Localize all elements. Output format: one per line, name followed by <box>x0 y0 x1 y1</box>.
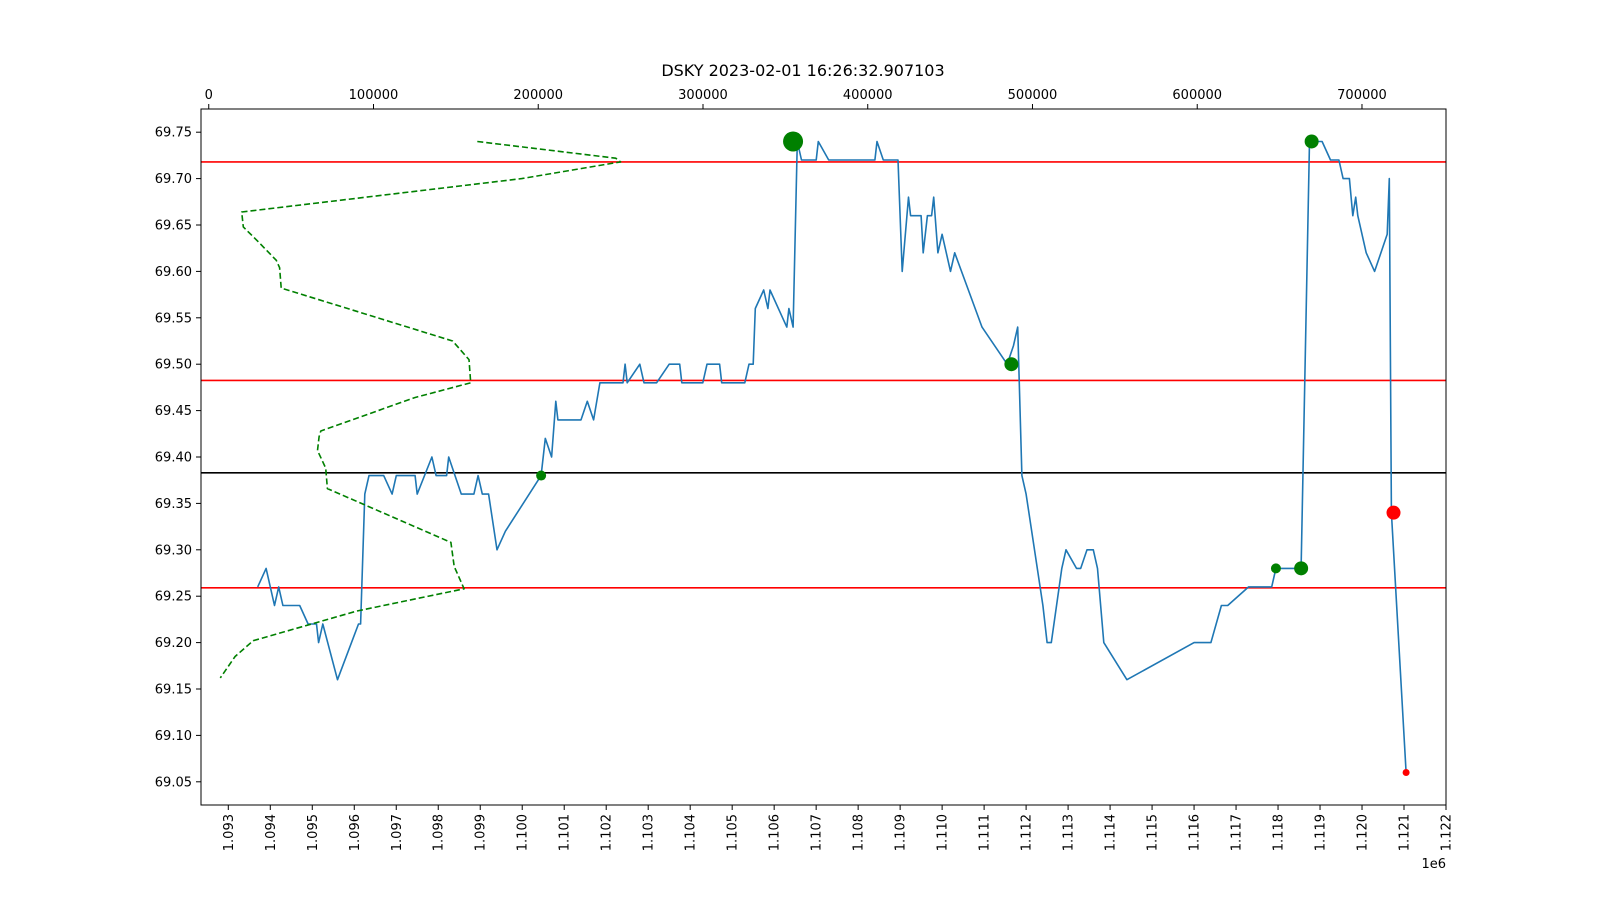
y-tick-label: 69.50 <box>155 358 192 373</box>
top-x-tick-label: 300000 <box>678 88 728 103</box>
y-tick-label: 69.05 <box>155 775 192 790</box>
buy-marker-5 <box>1294 561 1309 576</box>
x-tick-label: 1.110 <box>936 814 951 851</box>
x-tick-label: 1.115 <box>1146 814 1161 851</box>
x-tick-label: 1.120 <box>1356 814 1371 851</box>
sell-marker-8 <box>1402 769 1410 777</box>
x-tick-label: 1.121 <box>1398 814 1413 851</box>
x-tick-label: 1.094 <box>264 814 279 851</box>
chart-title: DSKY 2023-02-01 16:26:32.907103 <box>661 61 944 80</box>
x-tick-label: 1.101 <box>558 814 573 851</box>
y-tick-label: 69.45 <box>155 404 192 419</box>
x-tick-label: 1.105 <box>726 814 741 851</box>
y-tick-label: 69.60 <box>155 265 192 280</box>
top-x-tick-label: 200000 <box>513 88 563 103</box>
x-tick-label: 1.108 <box>852 814 867 851</box>
buy-marker-4 <box>1270 563 1281 574</box>
y-axis: 69.05 69.10 69.15 69.20 69.25 69.30 69.35 69.40… <box>155 126 201 790</box>
buy-marker-1 <box>536 470 547 481</box>
y-tick-label: 69.55 <box>155 311 192 326</box>
plot-frame <box>200 108 1447 806</box>
top-x-tick-label: 500000 <box>1008 88 1058 103</box>
x-tick-label: 1.096 <box>348 814 363 851</box>
x-tick-label: 1.112 <box>1020 814 1035 851</box>
x-tick-label: 1.114 <box>1104 814 1119 851</box>
x-tick-label: 1.097 <box>390 814 405 851</box>
top-x-axis: 0 100000 200000 300000 400000 500000 600000 700… <box>205 88 1387 109</box>
price-line <box>256 140 1407 773</box>
top-x-tick-label: 0 <box>205 88 213 103</box>
buy-marker-6 <box>1304 134 1319 149</box>
y-tick-label: 69.75 <box>155 126 192 141</box>
bottom-x-axis: 1.093 1.094 1.095 1.096 1.097 1.098 1.099 1.100… <box>222 805 1455 851</box>
y-tick-label: 69.20 <box>155 636 192 651</box>
x-tick-label: 1.102 <box>600 814 615 851</box>
y-tick-label: 69.65 <box>155 219 192 234</box>
y-tick-label: 69.40 <box>155 451 192 466</box>
x-tick-label: 1.109 <box>894 814 909 851</box>
sell-marker-7 <box>1386 505 1401 520</box>
top-x-tick-label: 100000 <box>349 88 399 103</box>
x-offset-label: 1e6 <box>1421 857 1446 872</box>
top-x-tick-label: 700000 <box>1337 88 1387 103</box>
x-tick-label: 1.118 <box>1272 814 1287 851</box>
x-tick-label: 1.111 <box>978 814 993 851</box>
x-tick-label: 1.122 <box>1440 814 1455 851</box>
y-tick-label: 69.10 <box>155 729 192 744</box>
x-tick-label: 1.116 <box>1188 814 1203 851</box>
y-tick-label: 69.15 <box>155 683 192 698</box>
buy-marker-3 <box>1004 357 1019 372</box>
x-tick-label: 1.095 <box>306 814 321 851</box>
x-tick-label: 1.107 <box>810 814 825 851</box>
y-tick-label: 69.35 <box>155 497 192 512</box>
x-tick-label: 1.113 <box>1062 814 1077 851</box>
x-tick-label: 1.098 <box>432 814 447 851</box>
x-tick-label: 1.093 <box>222 814 237 851</box>
x-tick-label: 1.103 <box>642 814 657 851</box>
plot-area <box>201 131 1446 777</box>
volume-profile-line <box>219 140 622 679</box>
x-tick-label: 1.104 <box>684 814 699 851</box>
x-tick-label: 1.119 <box>1314 814 1329 851</box>
y-tick-label: 69.70 <box>155 172 192 187</box>
y-tick-label: 69.30 <box>155 543 192 558</box>
x-tick-label: 1.106 <box>768 814 783 851</box>
top-x-tick-label: 600000 <box>1172 88 1222 103</box>
top-x-tick-label: 400000 <box>843 88 893 103</box>
x-tick-label: 1.099 <box>474 814 489 851</box>
x-tick-label: 1.117 <box>1230 814 1245 851</box>
y-tick-label: 69.25 <box>155 590 192 605</box>
buy-marker-2 <box>783 131 804 152</box>
x-tick-label: 1.100 <box>516 814 531 851</box>
